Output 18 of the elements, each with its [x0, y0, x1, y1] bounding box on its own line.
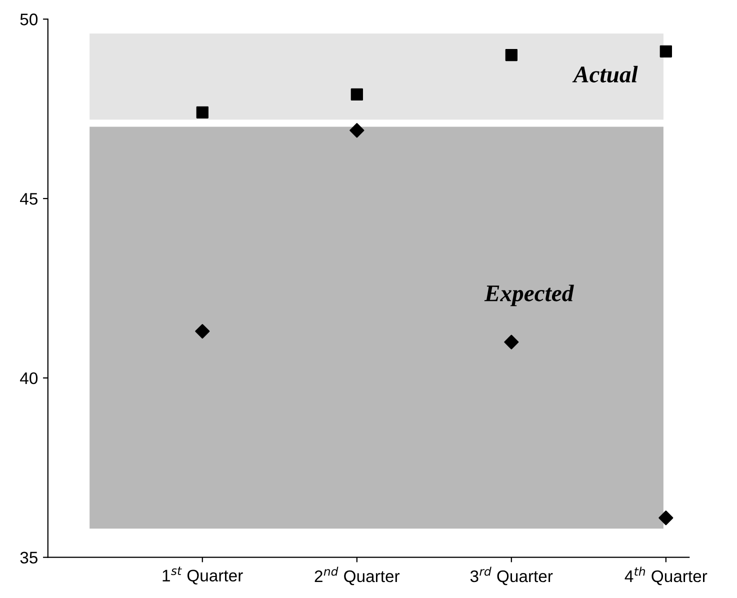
- y-tick-label: 50: [20, 14, 38, 26]
- band-label: Expected: [484, 284, 574, 306]
- point: [195, 324, 210, 339]
- band-label: Actual: [572, 66, 638, 82]
- y-tick-label: 40: [20, 372, 38, 384]
- y-tick-label: 45: [20, 193, 38, 205]
- point: [504, 334, 519, 350]
- point: [658, 510, 674, 526]
- x-tick-label: 2$^{nd}$ Quarter: [314, 566, 400, 586]
- point: [660, 45, 672, 58]
- x-tick-label: 3$^{rd}$ Quarter: [470, 566, 553, 586]
- x-tick-label: 4$^{th}$ Quarter: [624, 566, 708, 586]
- x-tick-label: 1$^{st}$ Quarter: [162, 566, 243, 584]
- point: [350, 123, 364, 138]
- point: [196, 106, 208, 118]
- y-tick-label: 35: [20, 552, 38, 564]
- point: [505, 48, 518, 62]
- point: [350, 88, 363, 101]
